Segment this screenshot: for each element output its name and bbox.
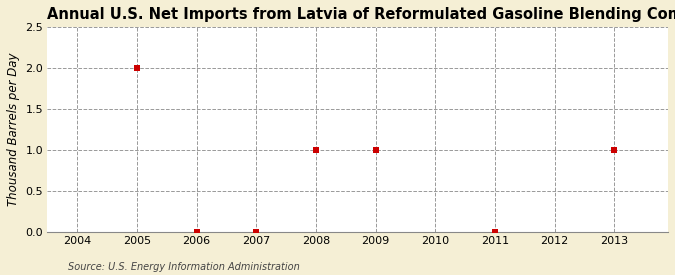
Text: Annual U.S. Net Imports from Latvia of Reformulated Gasoline Blending Components: Annual U.S. Net Imports from Latvia of R… (47, 7, 675, 22)
Point (251, 230, 262, 234)
Y-axis label: Thousand Barrels per Day: Thousand Barrels per Day (7, 53, 20, 206)
Point (489, 230, 500, 234)
Point (609, 148, 620, 152)
Point (191, 230, 202, 234)
Text: Source: U.S. Energy Information Administration: Source: U.S. Energy Information Administ… (68, 262, 299, 272)
Point (310, 148, 321, 152)
Point (132, 66, 142, 70)
Point (371, 148, 381, 152)
